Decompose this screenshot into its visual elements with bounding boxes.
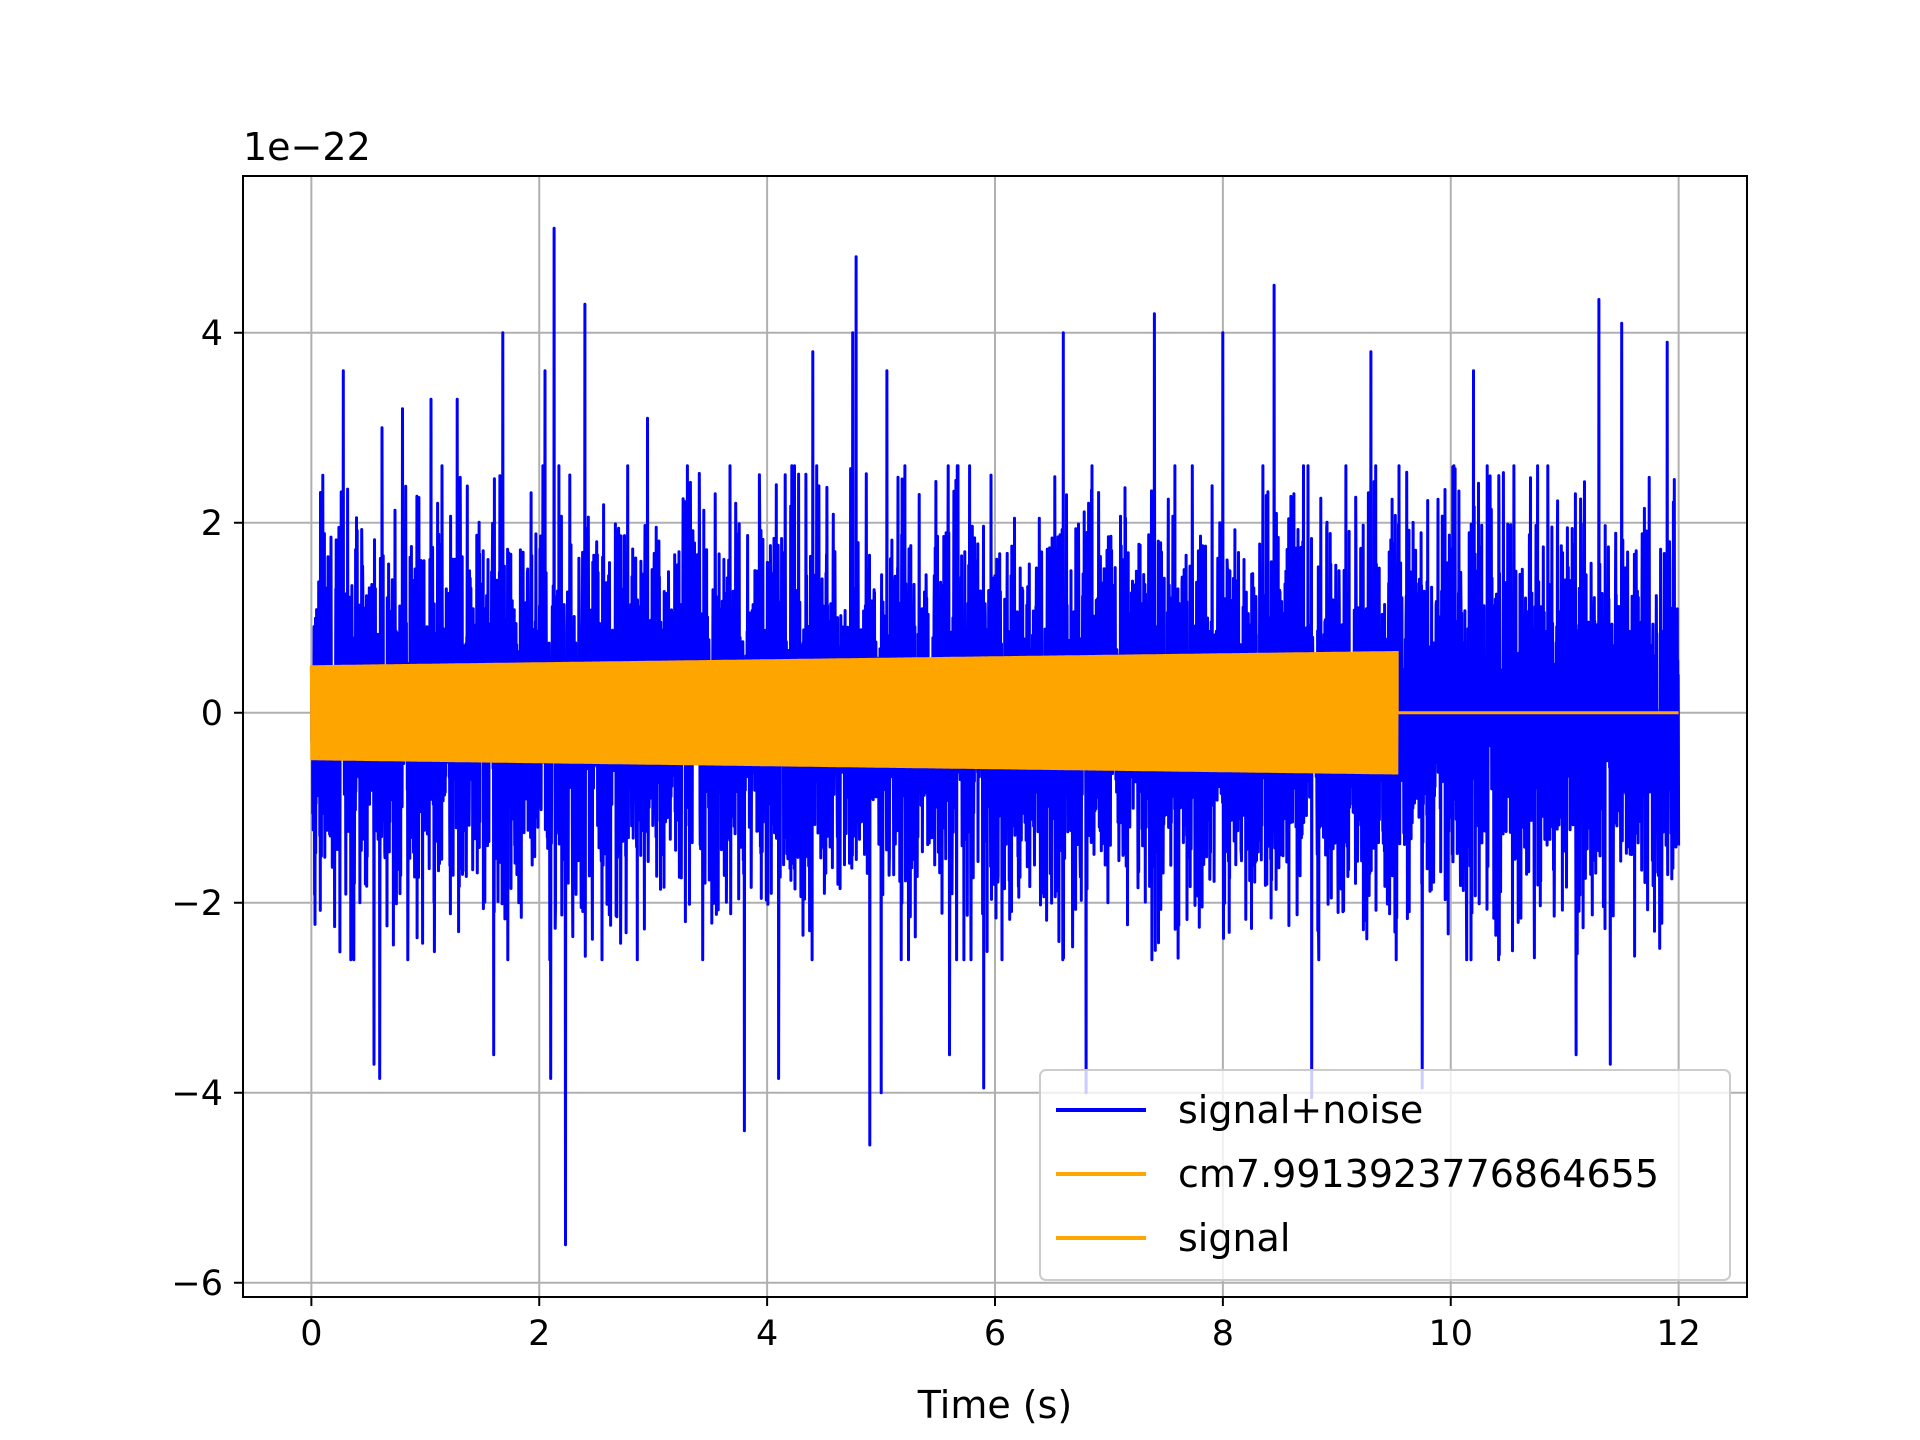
x-axis-label: Time (s) — [917, 1383, 1073, 1427]
series-chirp-line — [309, 650, 1679, 775]
legend: signal+noise cm7.9913923776864655 signal — [1039, 1069, 1731, 1281]
x-tick-label: 10 — [1428, 1314, 1473, 1354]
y-tick-label: −4 — [171, 1074, 223, 1114]
y-tick-label: 0 — [201, 694, 223, 734]
legend-entry-label: cm7.9913923776864655 — [1178, 1152, 1659, 1196]
legend-entry-label: signal+noise — [1178, 1088, 1423, 1132]
x-axis: 0 2 4 6 8 10 12 — [300, 1297, 1701, 1354]
y-tick-label: −2 — [171, 884, 223, 924]
y-tick-label: −6 — [171, 1264, 223, 1304]
y-axis: −6 −4 −2 0 2 4 — [171, 314, 243, 1304]
x-tick-label: 8 — [1212, 1314, 1234, 1354]
x-tick-label: 6 — [984, 1314, 1006, 1354]
y-offset-label: 1e−22 — [243, 125, 371, 169]
y-tick-label: 4 — [201, 314, 223, 354]
x-tick-label: 0 — [300, 1314, 322, 1354]
x-tick-label: 2 — [528, 1314, 550, 1354]
y-tick-label: 2 — [201, 504, 223, 544]
x-tick-label: 12 — [1656, 1314, 1701, 1354]
legend-box — [1039, 1069, 1731, 1281]
legend-entry-label: signal — [1178, 1216, 1290, 1260]
series-layer — [309, 226, 1681, 1247]
x-tick-label: 4 — [756, 1314, 778, 1354]
